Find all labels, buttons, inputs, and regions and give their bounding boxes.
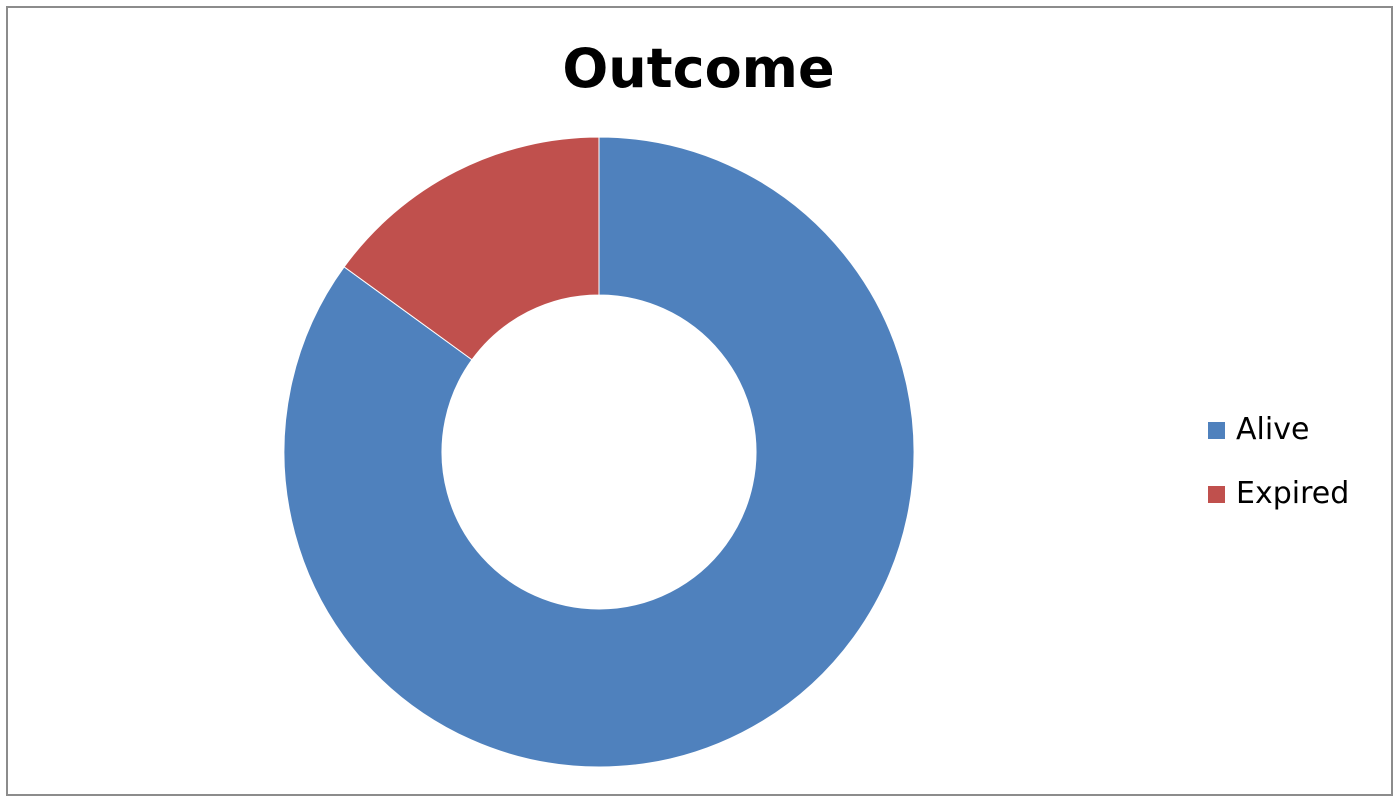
chart-title: Outcome xyxy=(562,37,835,100)
legend-swatch-alive xyxy=(1208,421,1225,439)
legend-label-alive: Alive xyxy=(1236,412,1310,447)
slice-expired xyxy=(343,136,600,361)
legend-label-expired: Expired xyxy=(1236,476,1350,511)
legend-item-alive: Alive xyxy=(1208,398,1349,462)
legend-swatch-expired xyxy=(1208,485,1225,503)
slice-alive xyxy=(283,136,915,768)
legend-item-expired: Expired xyxy=(1208,462,1349,526)
chart-legend: Alive Expired xyxy=(1208,398,1349,526)
